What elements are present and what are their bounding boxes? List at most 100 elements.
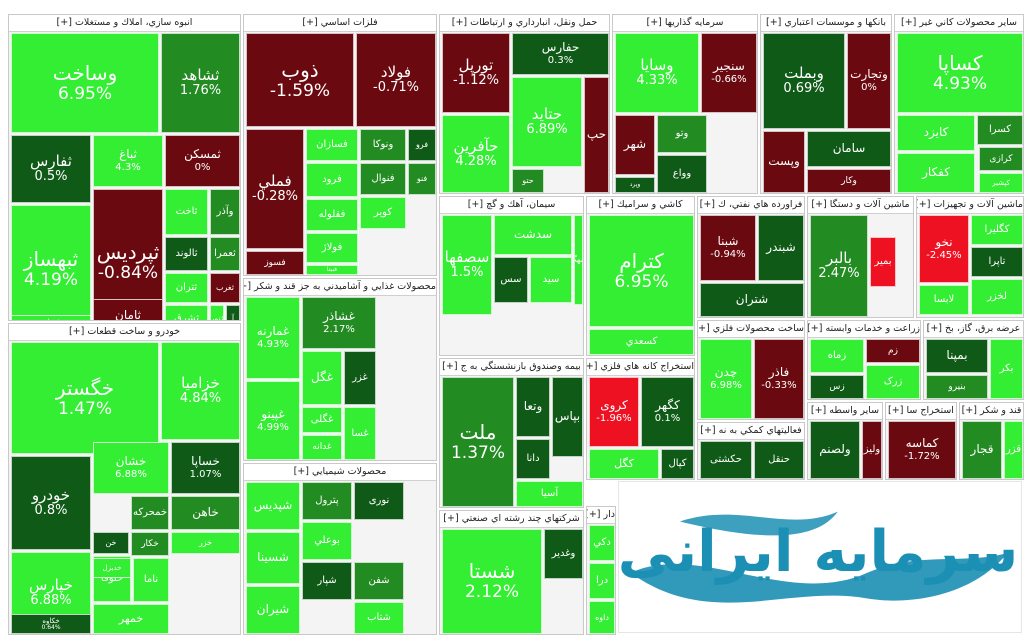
stock-tile[interactable]: خن (93, 532, 129, 554)
stock-tile[interactable]: کگهر 0.1% (641, 377, 694, 447)
stock-tile[interactable]: حفارس 0.3% (512, 33, 609, 75)
sector-header[interactable]: ماشين آلات و دستگا [+] (808, 197, 913, 214)
sector-header[interactable]: قند و شكر [+] (960, 403, 1023, 420)
stock-tile[interactable]: تورپل -1.12% (442, 33, 510, 113)
stock-tile[interactable]: وغدير (544, 529, 583, 579)
stock-tile[interactable]: بمیر (870, 237, 896, 287)
stock-tile[interactable]: وآذر (210, 189, 240, 235)
stock-tile[interactable]: سامان (807, 131, 891, 167)
stock-tile[interactable]: خاهن (171, 496, 240, 530)
stock-tile[interactable]: شپدیس (246, 482, 300, 530)
stock-tile[interactable]: بوعلي (302, 522, 352, 560)
stock-tile[interactable]: ثنور (210, 305, 224, 320)
sector-header[interactable]: دار [+] (587, 507, 615, 524)
sector-header[interactable]: عرضه برق، گاز، بخ [+] (924, 321, 1023, 338)
stock-tile[interactable]: وليز (862, 421, 882, 479)
stock-tile[interactable]: فسازان (306, 129, 358, 161)
stock-tile[interactable]: ثفارس 0.5% (11, 135, 91, 203)
stock-tile[interactable]: سنجير -0.66% (701, 33, 757, 113)
stock-tile[interactable]: سهگ (574, 215, 583, 305)
stock-tile[interactable]: فبيتا (306, 265, 358, 275)
stock-tile[interactable]: بپاس (552, 377, 583, 457)
stock-tile[interactable]: فملي -0.28% (246, 129, 304, 249)
stock-tile[interactable]: کگل (589, 449, 659, 479)
stock-tile[interactable]: لابسا (919, 285, 969, 315)
stock-tile[interactable]: زرک (866, 365, 920, 399)
stock-tile[interactable]: ثتران (165, 273, 208, 303)
stock-tile[interactable]: کايزد (897, 115, 975, 151)
stock-tile[interactable]: ثمسکن 0% (165, 135, 240, 187)
sector-header[interactable]: محصولات شيميايي [+] (244, 464, 436, 481)
stock-tile[interactable]: ناما (133, 558, 169, 602)
stock-tile[interactable]: کساپا 4.93% (897, 33, 1023, 113)
stock-tile[interactable]: ذوب -1.59% (246, 33, 354, 127)
stock-tile[interactable]: خمهر (93, 604, 169, 634)
sector-header[interactable]: زراعت و خدمات وابسته [+] (808, 321, 920, 338)
sector-header[interactable]: سيمان، آهك و گچ [+] (440, 197, 583, 214)
stock-tile[interactable]: وبملت 0.69% (763, 33, 845, 129)
stock-tile[interactable]: خدیزل (93, 558, 131, 578)
stock-tile[interactable]: خساپا 1.07% (171, 442, 240, 494)
stock-tile[interactable]: کماسه -1.72% (888, 421, 956, 479)
stock-tile[interactable]: فولاژ (306, 233, 358, 263)
stock-tile[interactable]: ثباغ 4.3% (93, 135, 163, 187)
stock-tile[interactable]: قجار (962, 421, 1002, 479)
stock-tile[interactable]: شبنا -0.94% (700, 215, 756, 281)
sector-header[interactable]: فراورده هاي نفتي، ك [+] (698, 197, 804, 214)
stock-tile[interactable]: ثعمرا (210, 237, 240, 271)
sector-header[interactable]: سرمايه گذاريها [+] (613, 15, 757, 32)
stock-tile[interactable]: داوه (589, 601, 615, 634)
stock-tile[interactable]: فاذر -0.33% (754, 339, 804, 419)
stock-tile[interactable]: حتايد 6.89% (512, 77, 582, 167)
stock-tile[interactable]: وسايا 4.33% (615, 33, 699, 113)
stock-tile[interactable]: حنقل (754, 441, 804, 479)
stock-tile[interactable]: شهر (615, 115, 655, 175)
sector-header[interactable]: ساخت محصولات فلزي [+] (698, 321, 804, 338)
stock-tile[interactable]: وپرد (615, 177, 655, 193)
stock-tile[interactable]: شيران (246, 586, 300, 634)
stock-tile[interactable]: قزر (1004, 421, 1023, 479)
stock-tile[interactable]: شپار (302, 562, 352, 600)
stock-tile[interactable]: سيد (530, 257, 572, 303)
sector-header[interactable]: استخراج كانه هاي فلزي [+] (587, 359, 694, 376)
stock-tile[interactable]: آسیا (516, 481, 583, 507)
stock-tile[interactable]: کسعدي (589, 329, 694, 355)
stock-tile[interactable]: شبندر (758, 215, 804, 281)
stock-tile[interactable]: حکشتی (700, 441, 752, 479)
sector-header[interactable]: استخراج سا [+] (886, 403, 956, 420)
stock-tile[interactable]: وتعا (516, 377, 550, 437)
stock-tile[interactable]: شسينا (246, 532, 300, 584)
stock-tile[interactable]: وساخت 6.95% (11, 33, 159, 133)
sector-header[interactable]: انبوه سازي، املاك و مستغلات [+] (9, 15, 240, 32)
stock-tile[interactable]: وواع (657, 155, 707, 193)
stock-tile[interactable]: ثالوند (165, 237, 208, 271)
sector-header[interactable]: ساير محصولات كاني غير [+] (895, 15, 1023, 32)
stock-tile[interactable]: شستا 2.12% (442, 529, 542, 634)
stock-tile[interactable]: ثپردیس -0.84% (93, 189, 163, 320)
sector-header[interactable]: محصولات غذايي و آشاميدني به جز قند و شكر… (244, 279, 436, 296)
stock-tile[interactable]: کروی -1.96% (589, 377, 639, 447)
stock-tile[interactable]: غسا (344, 407, 376, 460)
stock-tile[interactable]: وکار (807, 169, 891, 193)
stock-tile[interactable]: غشاذر 2.17% (302, 297, 376, 349)
stock-tile[interactable]: کگليرا (971, 215, 1023, 245)
stock-tile[interactable]: شتران (700, 283, 804, 317)
sector-header[interactable]: فعاليتهاي كمكي به نه [+] (698, 423, 804, 440)
stock-tile[interactable]: ونوکا (360, 129, 406, 161)
stock-tile[interactable]: غپینو 4.99% (246, 381, 300, 460)
stock-tile[interactable]: ثشرق (165, 305, 208, 320)
stock-tile[interactable]: کپال (661, 449, 694, 479)
stock-tile[interactable]: غدانه (302, 435, 342, 460)
stock-tile[interactable]: ثشاهد 1.76% (161, 33, 240, 133)
stock-tile[interactable]: خشان 6.88% (93, 442, 169, 494)
sector-header[interactable]: ماشين آلات و تجهيزات [+] (917, 197, 1023, 214)
stock-tile[interactable]: خپارس 6.88% (11, 552, 91, 634)
stock-tile[interactable]: فنو (408, 163, 436, 195)
stock-tile[interactable]: چدن 6.98% (700, 339, 752, 419)
sector-header[interactable]: بيمه وصندوق بازنشستگي به ج [+] (440, 359, 583, 376)
stock-tile[interactable]: فسوز (246, 251, 304, 275)
stock-tile[interactable]: درا (589, 563, 615, 599)
stock-tile[interactable]: دانا (516, 439, 550, 479)
stock-tile[interactable]: سس (494, 257, 528, 303)
stock-tile[interactable]: کفکار (897, 153, 975, 193)
